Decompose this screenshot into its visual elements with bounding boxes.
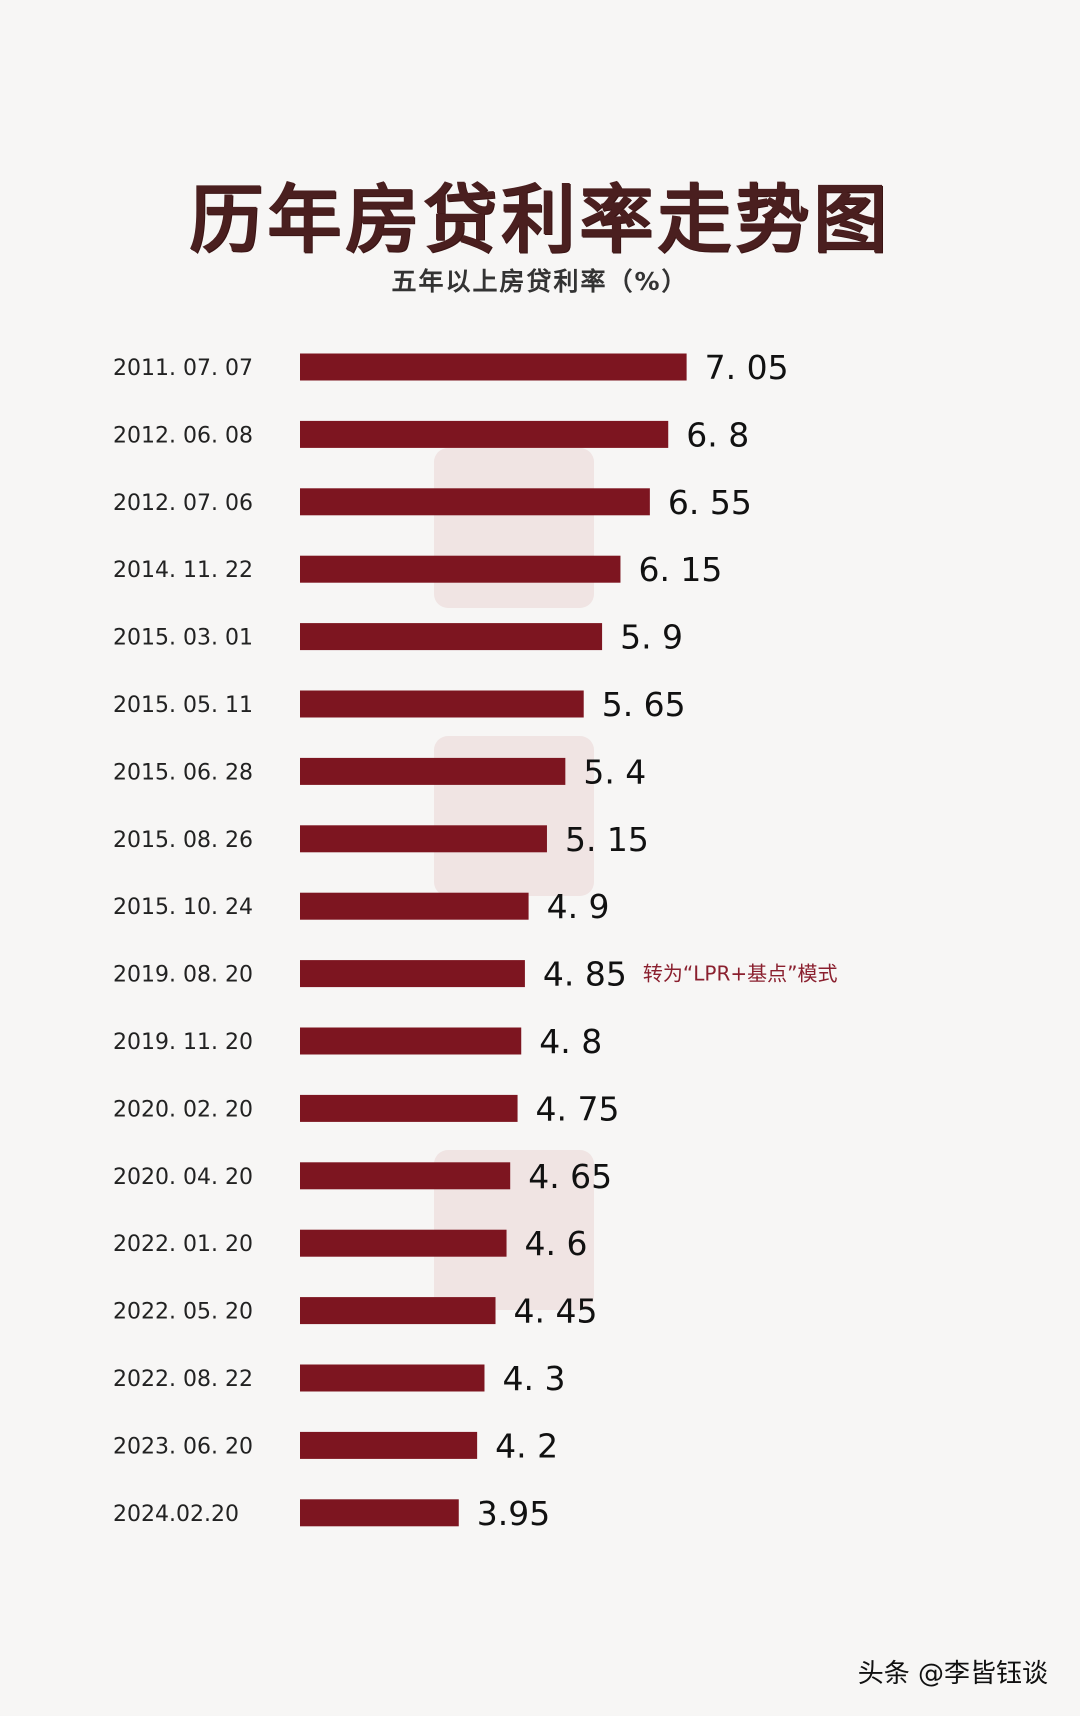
value-label: 6. 55 — [668, 483, 752, 522]
date-label: 2023. 06. 20 — [113, 1434, 253, 1459]
value-label: 4. 65 — [528, 1157, 612, 1196]
bar — [300, 1162, 511, 1190]
bar — [300, 1297, 496, 1325]
bar — [300, 757, 566, 785]
value-label: 4. 45 — [514, 1292, 598, 1331]
date-label: 2020. 02. 20 — [113, 1097, 253, 1122]
bar — [300, 488, 650, 516]
date-label: 2015. 05. 11 — [113, 693, 253, 718]
date-label: 2012. 06. 08 — [113, 423, 253, 448]
bar — [300, 353, 687, 381]
footer-credit: 头条 @李皆钰谈 — [857, 1659, 1048, 1689]
bar — [300, 1431, 478, 1459]
value-label: 5. 65 — [602, 685, 686, 724]
value-label: 5. 15 — [565, 820, 649, 859]
bar — [300, 960, 525, 988]
bar — [300, 1094, 518, 1122]
value-label: 4. 75 — [536, 1089, 620, 1128]
date-label: 2022. 08. 22 — [113, 1367, 253, 1392]
bar — [300, 690, 584, 718]
value-label: 6. 8 — [686, 415, 749, 454]
value-label: 7. 05 — [705, 348, 789, 387]
date-label: 2015. 10. 24 — [113, 895, 253, 920]
bar — [300, 420, 669, 448]
bar — [300, 1229, 507, 1257]
date-label: 2011. 07. 07 — [113, 356, 253, 381]
bar — [300, 623, 603, 651]
bar — [300, 1027, 522, 1055]
value-label: 4. 2 — [495, 1426, 558, 1465]
value-label: 5. 9 — [620, 618, 683, 657]
date-label: 2012. 07. 06 — [113, 491, 253, 516]
value-label: 4. 6 — [525, 1224, 588, 1263]
value-label: 4. 3 — [502, 1359, 565, 1398]
date-label: 2014. 11. 22 — [113, 558, 253, 583]
bar — [300, 555, 621, 583]
value-label: 4. 9 — [547, 887, 610, 926]
date-label: 2022. 01. 20 — [113, 1232, 253, 1257]
date-label: 2015. 03. 01 — [113, 626, 253, 651]
date-label: 2015. 08. 26 — [113, 828, 253, 853]
date-label: 2022. 05. 20 — [113, 1300, 253, 1325]
bar — [300, 892, 529, 920]
value-label: 5. 4 — [583, 752, 646, 791]
value-label: 4. 8 — [539, 1022, 602, 1061]
bar — [300, 1364, 485, 1392]
date-label: 2019. 08. 20 — [113, 963, 253, 988]
value-label: 4. 85 — [543, 955, 627, 994]
date-label: 2024.02.20 — [113, 1502, 239, 1527]
value-label: 3.95 — [477, 1494, 550, 1533]
date-label: 2019. 11. 20 — [113, 1030, 253, 1055]
chart-title: 历年房贷利率走势图 — [189, 177, 891, 263]
value-label: 6. 15 — [638, 550, 722, 589]
date-label: 2020. 04. 20 — [113, 1165, 253, 1190]
date-label: 2015. 06. 28 — [113, 760, 253, 785]
chart-subtitle: 五年以上房贷利率（%） — [391, 267, 689, 296]
bar — [300, 825, 547, 853]
bar — [300, 1499, 459, 1527]
annotation-note: 转为“LPR+基点”模式 — [643, 962, 838, 986]
